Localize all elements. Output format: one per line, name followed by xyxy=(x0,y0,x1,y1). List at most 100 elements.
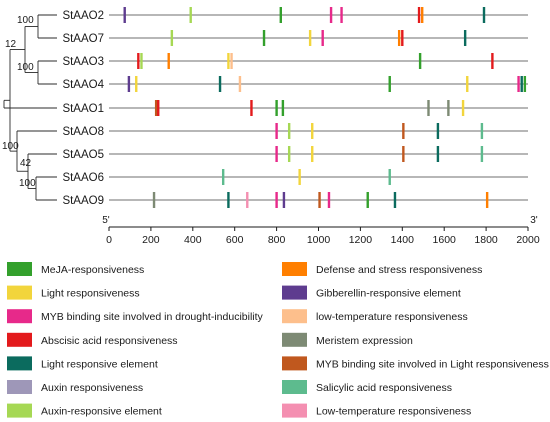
axis-tick-label: 400 xyxy=(184,234,202,246)
axis-tick-label: 1600 xyxy=(433,234,457,246)
element-mark-lowtemp2 xyxy=(246,192,249,208)
legend-swatch xyxy=(7,262,32,276)
element-mark-myb_drought xyxy=(275,192,278,208)
gene-track-staao3 xyxy=(109,53,528,69)
element-mark-light xyxy=(461,100,465,116)
gene-label-staao3: StAAO3 xyxy=(62,56,104,68)
element-mark-sa xyxy=(480,146,484,162)
element-mark-myb_drought xyxy=(327,192,331,208)
element-mark-light xyxy=(298,169,301,185)
element-mark-aba xyxy=(401,30,404,46)
element-mark-light xyxy=(227,53,230,69)
five-prime-label: 5' xyxy=(102,215,110,226)
element-mark-aba xyxy=(250,100,253,116)
legend-item-defense: Defense and stress responsiveness xyxy=(282,262,482,276)
bootstrap-n-aao5-group: 42 xyxy=(20,158,32,169)
element-mark-light xyxy=(311,123,314,139)
element-mark-meja xyxy=(418,53,422,69)
element-mark-myb_light xyxy=(318,192,321,208)
legend-swatch xyxy=(282,309,307,324)
element-mark-aba xyxy=(417,7,421,23)
axis-tick-label: 0 xyxy=(106,234,112,246)
gene-track-staao2 xyxy=(109,7,528,23)
axis-tick-label: 1800 xyxy=(474,234,498,246)
element-mark-defense xyxy=(485,192,489,208)
three-prime-label: 3' xyxy=(530,215,538,226)
legend-swatch xyxy=(282,285,307,300)
legend-item-ga: Gibberellin-responsive element xyxy=(282,285,461,300)
element-mark-meristem xyxy=(427,100,430,116)
axis-tick-label: 800 xyxy=(268,234,286,246)
element-mark-myb_drought xyxy=(321,30,324,46)
legend-swatch xyxy=(282,262,307,276)
legend-label: Low-temperature responsiveness xyxy=(316,406,471,418)
element-mark-light xyxy=(308,30,312,46)
legend-label: Auxin responsiveness xyxy=(41,382,143,394)
element-mark-aba xyxy=(491,53,494,69)
legend-label: Meristem expression xyxy=(316,335,413,347)
legend-item-light: Light responsiveness xyxy=(7,285,140,300)
element-mark-ga xyxy=(123,7,126,23)
axis-tick-label: 1000 xyxy=(307,234,331,246)
element-mark-meja xyxy=(523,76,527,92)
bootstrap-n-aao6-aao9: 100 xyxy=(19,178,36,189)
legend-label: low-temperature responsiveness xyxy=(316,311,468,323)
legend-item-meristem: Meristem expression xyxy=(282,332,413,347)
legend-label: Abscisic acid responsiveness xyxy=(41,335,178,347)
element-mark-ga xyxy=(127,76,131,92)
legend-label: MeJA-responsiveness xyxy=(41,264,144,276)
gene-tracks xyxy=(109,7,528,208)
element-mark-ga xyxy=(282,192,286,208)
legend-item-sa: Salicylic acid responsiveness xyxy=(282,380,452,394)
gene-label-staao7: StAAO7 xyxy=(62,33,104,45)
element-mark-aba xyxy=(157,100,160,116)
element-mark-sa xyxy=(221,169,225,185)
element-mark-light xyxy=(311,146,314,162)
element-mark-myb_drought xyxy=(275,123,278,139)
axis-tick-label: 1400 xyxy=(391,234,415,246)
gene-track-staao7 xyxy=(109,30,528,46)
element-mark-meja xyxy=(262,30,266,46)
legend-item-auxin: Auxin responsiveness xyxy=(7,380,143,394)
gene-label-staao4: StAAO4 xyxy=(62,79,104,91)
element-mark-meja xyxy=(388,76,391,92)
legend-swatch xyxy=(7,356,32,371)
gene-track-staao4 xyxy=(109,76,528,92)
element-mark-light_elem xyxy=(520,76,523,92)
legend: MeJA-responsiveness Light responsiveness M… xyxy=(7,262,549,418)
axis-tick-label: 1200 xyxy=(349,234,373,246)
legend-label: Auxin-responsive element xyxy=(41,406,162,418)
element-mark-myb_drought xyxy=(517,76,520,92)
bootstrap-n-root: 100 xyxy=(2,141,19,152)
element-mark-myb_drought xyxy=(275,146,278,162)
element-mark-myb_light xyxy=(154,100,158,116)
bootstrap-n-aao3-aao4: 100 xyxy=(17,62,34,73)
element-mark-meja xyxy=(366,192,369,208)
legend-item-myb_drought: MYB binding site involved in drought-ind… xyxy=(7,309,264,324)
element-mark-auxin_elem xyxy=(140,53,143,69)
phylogenetic-tree xyxy=(3,14,57,201)
bootstrap-n-top: 12 xyxy=(5,39,17,50)
gene-track-staao9 xyxy=(109,192,528,208)
position-axis: 0 200 400 600 800 1000 1200 1400 1600 1800 2000 5' 3… xyxy=(102,215,540,246)
element-mark-myb_light xyxy=(402,123,405,139)
legend-label: Light responsiveness xyxy=(41,288,140,300)
axis-tick-label: 2000 xyxy=(516,234,540,246)
element-mark-myb_light xyxy=(402,146,405,162)
element-mark-defense xyxy=(421,7,424,23)
element-mark-lowtemp xyxy=(230,53,233,69)
legend-item-myb_light: MYB binding site involved in Light respo… xyxy=(282,356,549,371)
element-mark-myb_drought xyxy=(340,7,343,23)
element-mark-light_elem xyxy=(436,123,440,139)
legend-swatch xyxy=(7,403,32,418)
element-mark-light_elem xyxy=(436,146,440,162)
legend-item-lowtemp: low-temperature responsiveness xyxy=(282,309,468,324)
element-mark-light xyxy=(135,76,138,92)
axis-tick-label: 600 xyxy=(226,234,244,246)
legend-swatch xyxy=(7,380,32,394)
axis-tick-label: 200 xyxy=(142,234,160,246)
element-mark-defense xyxy=(397,30,401,46)
legend-label: MYB binding site involved in drought-ind… xyxy=(41,311,264,323)
element-mark-auxin_elem xyxy=(287,146,291,162)
